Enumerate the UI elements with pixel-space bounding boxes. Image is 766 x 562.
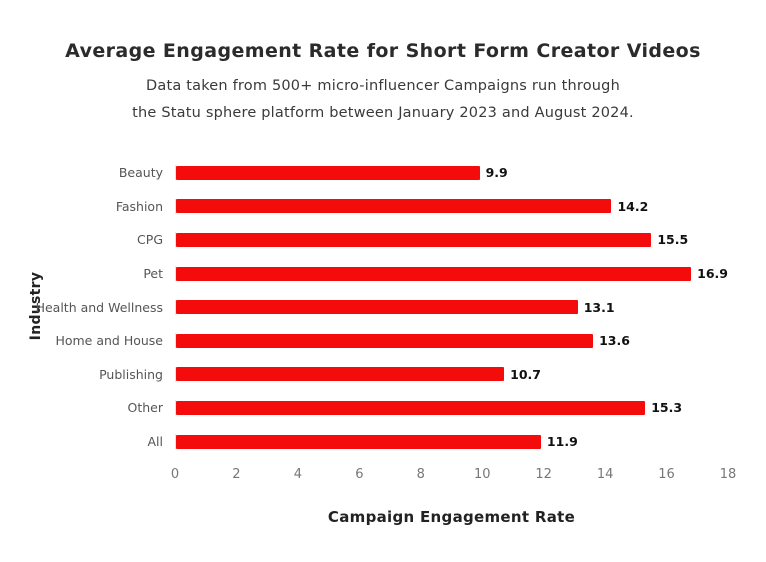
value-label: 16.9: [697, 266, 728, 282]
value-label: 14.2: [617, 198, 649, 214]
category-label: Beauty: [118, 165, 163, 181]
bar-row: Fashion 14.2: [15, 190, 728, 224]
plot-area: Beauty 9.9 Fashion 14.2 CPG 15.5 Pet 16.9 Health…: [15, 156, 736, 484]
bar-track: 14.2: [175, 198, 728, 214]
x-tick-label: 16: [658, 467, 675, 483]
bar-track: 13.1: [175, 299, 728, 315]
x-tick-label: 6: [355, 467, 364, 483]
bar-row: All 11.9: [15, 425, 728, 459]
category-label: Publishing: [99, 366, 163, 382]
bar-row: Publishing 10.7: [15, 358, 728, 392]
value-label: 11.9: [546, 434, 578, 450]
x-tick-label: 10: [473, 467, 491, 483]
bar: [176, 199, 612, 214]
bar: [176, 367, 505, 382]
bar-track: 10.7: [175, 366, 728, 382]
bar-row: Pet 16.9: [15, 257, 728, 291]
bar-track: 11.9: [175, 434, 728, 450]
bar: [176, 266, 692, 281]
bar-row: Other 15.3: [15, 391, 728, 425]
x-tick-label: 12: [535, 467, 552, 483]
bar-track: 15.3: [175, 400, 728, 416]
bar-row: Home and House 13.6: [15, 324, 728, 358]
bar-track: 13.6: [175, 333, 728, 349]
x-tick-label: 14: [596, 467, 614, 483]
x-tick-label: 18: [719, 467, 737, 483]
x-tick-label: 0: [170, 467, 180, 483]
bar-row: CPG 15.5: [15, 223, 728, 257]
value-label: 13.1: [583, 299, 615, 315]
value-label: 15.3: [651, 400, 683, 416]
value-label: 13.6: [599, 333, 630, 349]
x-tick-label: 2: [232, 467, 241, 483]
category-label: Other: [127, 400, 164, 416]
value-label: 10.7: [510, 366, 541, 382]
value-label: 15.5: [657, 232, 689, 248]
category-label: Fashion: [115, 198, 163, 214]
bar: [176, 400, 646, 415]
chart-subtitle-line-2: the Statu sphere platform between Januar…: [132, 104, 634, 121]
bar: [176, 333, 594, 348]
value-label: 9.9: [485, 165, 508, 181]
bar-row: Health and Wellness 13.1: [15, 290, 728, 324]
chart-title: Average Engagement Rate for Short Form C…: [65, 40, 701, 62]
bar-track: 9.9: [175, 165, 728, 181]
category-label: Home and House: [55, 333, 163, 349]
bar-track: 15.5: [175, 232, 728, 248]
x-tick-label: 4: [293, 467, 303, 483]
category-label: Health and Wellness: [35, 299, 163, 315]
x-axis-title: Campaign Engagement Rate: [327, 508, 576, 526]
category-label: All: [147, 434, 164, 450]
bar: [176, 232, 652, 247]
category-label: CPG: [137, 232, 163, 248]
x-axis-ticks: 0 2 4 6 8 10 12 14 16 18: [171, 458, 736, 484]
bar: [176, 300, 578, 315]
bar-track: 16.9: [175, 266, 728, 282]
bar-row: Beauty 9.9: [15, 156, 728, 190]
chart-subtitle: Data taken from 500+ micro-influencer Ca…: [0, 73, 766, 127]
bar: [176, 434, 541, 449]
chart-subtitle-line-1: Data taken from 500+ micro-influencer Ca…: [146, 78, 620, 94]
x-tick-label: 8: [416, 467, 425, 483]
category-label: Pet: [143, 266, 163, 282]
bar: [176, 165, 480, 180]
bar-rows: Beauty 9.9 Fashion 14.2 CPG 15.5 Pet 16.9 Health…: [15, 156, 728, 458]
